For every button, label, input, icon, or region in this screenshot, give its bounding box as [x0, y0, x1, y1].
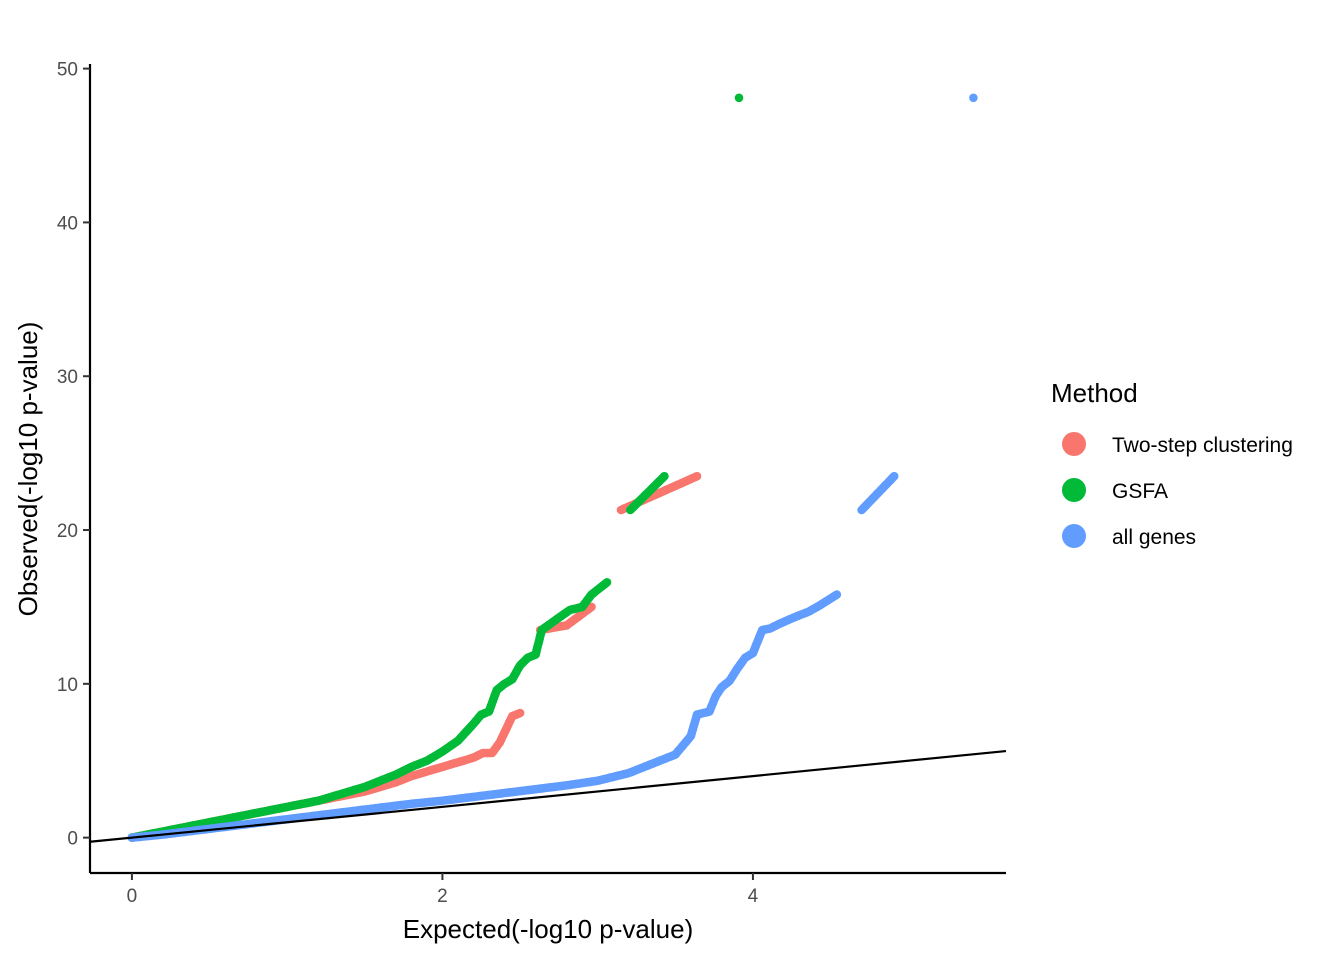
point-two-step-clustering: [515, 708, 525, 718]
point-gsfa: [660, 471, 669, 481]
point-two-step-clustering: [692, 471, 702, 481]
reference-line: [89, 749, 1007, 843]
y-axis-title: Observed(-log10 p-value): [13, 322, 43, 617]
legend-label-gsfa: GSFA: [1112, 480, 1168, 503]
legend-item-gsfa: GSFA: [1062, 478, 1168, 503]
y-tick-label: 10: [57, 675, 78, 696]
point-all-genes: [969, 93, 978, 103]
point-gsfa: [734, 93, 744, 103]
x-axis-title: Expected(-log10 p-value): [403, 914, 694, 944]
y-tick-label: 30: [57, 367, 78, 388]
legend-item-all-genes: all genes: [1062, 524, 1196, 549]
legend-label-two-step-clustering: Two-step clustering: [1112, 434, 1293, 457]
y-tick-label: 0: [67, 829, 78, 850]
legend-key-all-genes: [1062, 524, 1086, 548]
point-all-genes: [832, 590, 842, 599]
legend-key-gsfa: [1062, 478, 1086, 502]
x-tick-label: 0: [127, 886, 138, 907]
legend: Method Two-step clustering GSFA all gene…: [1051, 378, 1293, 549]
legend-label-all-genes: all genes: [1112, 526, 1196, 549]
y-tick-label: 20: [57, 521, 78, 542]
legend-key-two-step-clustering: [1062, 432, 1086, 456]
x-axis-ticks: 0 2 4: [127, 873, 759, 907]
point-all-genes: [889, 471, 899, 481]
y-axis-ticks: 0 10 20 30 40 50: [57, 60, 90, 850]
y-tick-label: 50: [57, 60, 78, 81]
data-points: [127, 93, 978, 842]
x-tick-label: 4: [748, 886, 759, 907]
legend-title: Method: [1051, 378, 1138, 408]
point-gsfa: [602, 578, 612, 587]
legend-item-two-step-clustering: Two-step clustering: [1062, 432, 1293, 457]
x-tick-label: 2: [437, 886, 448, 907]
point-two-step-clustering: [587, 602, 596, 612]
y-tick-label: 40: [57, 213, 78, 234]
